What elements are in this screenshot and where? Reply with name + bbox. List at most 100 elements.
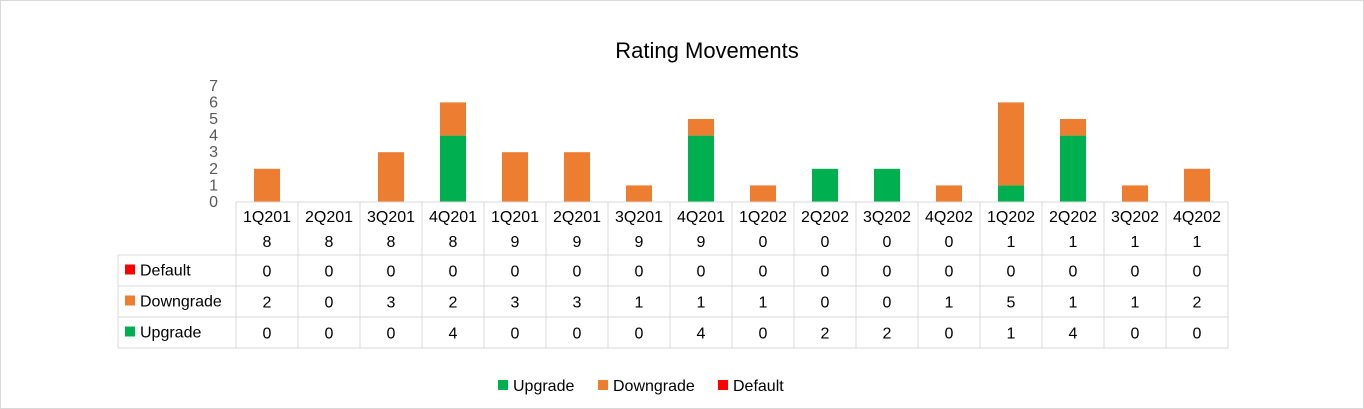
category-label: 8 [263,234,272,251]
bar-upgrade-1Q2021 [998,185,1024,202]
data-label: 0 [573,326,582,343]
table-key-upgrade [125,326,135,337]
category-label: 4Q202 [1173,209,1221,226]
data-label: 0 [449,264,458,281]
data-label: 0 [697,264,706,281]
category-label: 8 [387,234,396,251]
data-label: 4 [697,326,706,343]
data-table: 1Q201 8 2Q201 8 3Q201 8 4Q201 8 1Q201 9 2Q201 9 3Q20… [117,201,1229,349]
data-label: 0 [325,295,334,312]
data-label: 0 [387,326,396,343]
legend-label: Upgrade [513,378,574,395]
category-label: 9 [573,234,582,251]
data-label: 0 [387,264,396,281]
data-label: 0 [883,295,892,312]
legend-key-upgrade [498,380,508,390]
category-label: 8 [325,234,334,251]
category-label: 8 [449,234,458,251]
y-tick-label: 7 [209,78,218,95]
category-label: 1Q201 [491,209,539,226]
data-label: 0 [263,326,272,343]
category-label: 1Q202 [739,209,787,226]
bar-downgrade-3Q2019 [626,185,652,202]
data-label: 0 [263,264,272,281]
y-tick-label: 5 [209,111,218,128]
data-label: 0 [1193,326,1202,343]
category-label: 1Q202 [987,209,1035,226]
data-label: 0 [573,264,582,281]
data-label: 1 [759,295,768,312]
data-label: 3 [511,295,520,312]
data-label: 3 [573,295,582,312]
data-label: 0 [821,295,830,312]
chart-title: Rating Movements [615,38,798,63]
data-label: 0 [945,264,954,281]
bar-upgrade-2Q2021 [1060,135,1086,202]
data-label: 3 [387,295,396,312]
data-label: 2 [821,326,830,343]
data-label: 0 [635,264,644,281]
data-label: 4 [1069,326,1078,343]
category-label: 0 [759,234,768,251]
data-label: 1 [1131,295,1140,312]
category-label: 1 [1007,234,1016,251]
bar-downgrade-4Q2019 [688,119,714,136]
data-label: 1 [697,295,706,312]
data-label: 0 [945,326,954,343]
data-label: 0 [1069,264,1078,281]
bars [254,102,1210,202]
category-label: 3Q201 [367,209,415,226]
data-label: 0 [1193,264,1202,281]
data-label: 0 [511,326,520,343]
data-label: 2 [449,295,458,312]
data-label: 0 [821,264,830,281]
data-label: 1 [1069,295,1078,312]
bar-downgrade-1Q2020 [750,185,776,202]
category-label: 4Q201 [677,209,725,226]
bar-upgrade-4Q2019 [688,135,714,202]
data-label: 0 [635,326,644,343]
bar-downgrade-1Q2019 [502,152,528,202]
data-label: 0 [1131,264,1140,281]
data-label: 1 [945,295,954,312]
category-label: 2Q201 [553,209,601,226]
category-label: 1Q201 [243,209,291,226]
data-label: 2 [263,295,272,312]
bar-downgrade-3Q2021 [1122,185,1148,202]
table-key-downgrade [125,295,135,306]
category-label: 3Q202 [1111,209,1159,226]
bar-downgrade-4Q2021 [1184,168,1210,202]
category-label: 0 [883,234,892,251]
bar-upgrade-2Q2020 [812,168,838,202]
category-label: 2Q202 [801,209,849,226]
bar-downgrade-1Q2018 [254,168,280,202]
category-label: 1 [1193,234,1202,251]
data-label: 0 [759,264,768,281]
category-label: 1 [1131,234,1140,251]
data-label: 0 [759,326,768,343]
category-label: 9 [511,234,520,251]
y-tick-label: 0 [209,194,218,211]
category-label: 9 [697,234,706,251]
bar-downgrade-3Q2018 [378,152,404,202]
category-label: 2Q201 [305,209,353,226]
data-label: 4 [449,326,458,343]
category-label: 3Q201 [615,209,663,226]
table-row-label: Upgrade [140,325,201,342]
data-label: 1 [1007,326,1016,343]
legend-key-downgrade [598,380,608,390]
data-label: 1 [635,295,644,312]
y-tick-label: 6 [209,94,218,111]
legend-label: Default [733,378,784,395]
data-label: 0 [325,326,334,343]
bar-downgrade-1Q2021 [998,102,1024,186]
data-label: 2 [1193,295,1202,312]
legend-key-default [718,380,728,390]
bar-upgrade-4Q2018 [440,135,466,202]
data-label: 0 [1007,264,1016,281]
bar-downgrade-4Q2018 [440,102,466,136]
category-label: 4Q202 [925,209,973,226]
y-tick-label: 2 [209,161,218,178]
